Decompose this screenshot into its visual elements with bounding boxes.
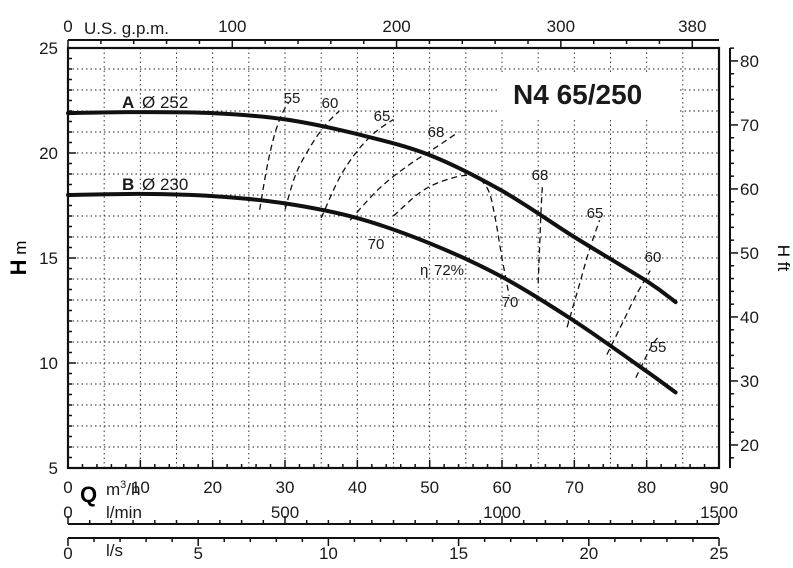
efficiency-label-60: 60 xyxy=(322,95,339,112)
m3h-tick-label: 60 xyxy=(493,478,512,497)
lmin-tick-label: 500 xyxy=(271,503,299,522)
ls-tick-label: 20 xyxy=(579,544,598,563)
efficiency-curve-65 xyxy=(320,118,394,219)
m-tick-label: 20 xyxy=(39,144,58,163)
gpm-tick-label: 380 xyxy=(678,17,706,36)
curve-letter-a: A xyxy=(122,93,134,112)
curve-diameter-b: Ø 230 xyxy=(142,175,188,194)
ft-unit: ft xyxy=(774,257,793,271)
efficiency-label-55: 55 xyxy=(284,90,301,107)
grid xyxy=(68,48,719,468)
m3h-tick-label: 50 xyxy=(420,478,439,497)
ft-tick-label: 60 xyxy=(740,180,759,199)
efficiency-label-68: 68 xyxy=(532,167,549,184)
efficiency-label-55: 55 xyxy=(650,339,667,356)
m3h-unit-m: m xyxy=(106,480,120,499)
efficiency-label-68: 68 xyxy=(428,124,445,141)
m-tick-label: 25 xyxy=(39,39,58,58)
efficiency-curve-68 xyxy=(537,184,544,284)
m3h-tick-label: 30 xyxy=(276,478,295,497)
gpm-tick-label: 0 xyxy=(63,17,72,36)
efficiency-label-peak: 72% xyxy=(434,262,464,279)
ft-tick-label: 80 xyxy=(740,52,759,71)
ls-tick-label: 5 xyxy=(193,544,202,563)
h-m-axis-label: H m xyxy=(6,241,31,276)
ls-tick-label: 0 xyxy=(63,544,72,563)
ft-tick-label: 30 xyxy=(740,372,759,391)
efficiency-label-70: 70 xyxy=(502,294,519,311)
gpm-tick-label: 300 xyxy=(547,17,575,36)
m3h-tick-label: 10 xyxy=(131,478,150,497)
m3h-tick-label: 70 xyxy=(565,478,584,497)
ft-tick-label: 20 xyxy=(740,436,759,455)
efficiency-label-65: 65 xyxy=(587,205,604,222)
efficiency-label-65: 65 xyxy=(374,108,391,125)
h-letter: H xyxy=(6,260,31,276)
m-tick-label: 15 xyxy=(39,249,58,268)
ft-tick-label: 70 xyxy=(740,116,759,135)
title-box xyxy=(500,72,678,118)
ft-tick-label: 50 xyxy=(740,244,759,263)
m3h-unit-rest: /h xyxy=(126,480,140,499)
efficiency-label-70: 70 xyxy=(368,236,385,253)
m3h-tick-label: 90 xyxy=(710,478,729,497)
ls-tick-label: 15 xyxy=(449,544,468,563)
efficiency-curve-55 xyxy=(259,102,290,210)
efficiency-curve-55 xyxy=(635,337,659,378)
eta-symbol: η xyxy=(420,262,428,279)
efficiency-curve-68 xyxy=(349,131,459,221)
lmin-axis-label: l/min xyxy=(106,503,142,522)
q-axis-letter: Q xyxy=(80,482,97,507)
efficiency-curve-60 xyxy=(606,270,651,355)
chart-title: N4 65/250 xyxy=(513,79,642,110)
h-ft-axis-label: H ft xyxy=(774,245,793,272)
m3h-tick-label: 20 xyxy=(203,478,222,497)
m3h-unit-sup: 3 xyxy=(120,479,126,491)
m-tick-label: 10 xyxy=(39,354,58,373)
efficiency-curve-60 xyxy=(284,110,340,210)
h-letter-right: H xyxy=(774,245,793,257)
efficiency-label-60: 60 xyxy=(645,249,662,266)
m-unit: m xyxy=(11,241,30,260)
m-tick-label: 5 xyxy=(49,459,58,478)
ls-tick-label: 25 xyxy=(710,544,729,563)
ft-tick-label: 40 xyxy=(740,308,759,327)
lmin-tick-label: 0 xyxy=(63,503,72,522)
gpm-tick-label: 100 xyxy=(218,17,246,36)
m3h-axis-label: m3/h xyxy=(106,479,140,499)
m3h-tick-label: 80 xyxy=(637,478,656,497)
m3h-tick-label: 40 xyxy=(348,478,367,497)
ls-axis-label: l/s xyxy=(106,541,123,560)
curve-letter-b: B xyxy=(122,175,134,194)
axes xyxy=(66,39,738,546)
gpm-tick-label: 200 xyxy=(382,17,410,36)
labels: N4 65/250 U.S. g.p.m. Q l/min l/s 0 10 20 3… xyxy=(6,17,793,563)
m3h-tick-label: 0 xyxy=(63,478,72,497)
lmin-tick-label: 1000 xyxy=(483,503,521,522)
pump-curve-b xyxy=(66,191,678,395)
lmin-tick-label: 1500 xyxy=(700,503,738,522)
curve-diameter-a: Ø 252 xyxy=(142,93,188,112)
pump-curve-a xyxy=(66,110,678,305)
ls-tick-label: 10 xyxy=(319,544,338,563)
pump-curves xyxy=(66,110,678,395)
gpm-axis-label: U.S. g.p.m. xyxy=(84,19,169,38)
